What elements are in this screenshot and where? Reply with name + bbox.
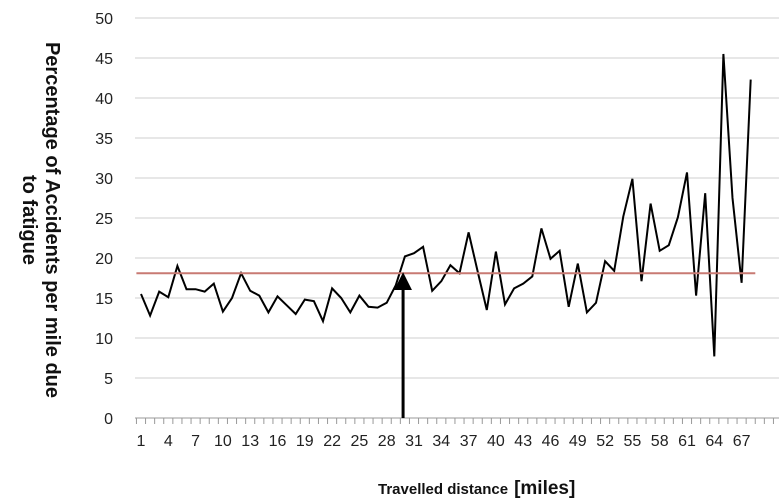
x-tick-label: 43 xyxy=(514,433,532,450)
x-tick-label: 28 xyxy=(378,433,396,450)
x-tick-label: 64 xyxy=(705,433,723,450)
y-axis-label-line-1: Percentage of Accidents per mile due xyxy=(41,41,63,399)
x-tick-label: 25 xyxy=(351,433,369,450)
y-tick-label: 35 xyxy=(95,131,113,148)
x-tick-label: 58 xyxy=(651,433,669,450)
y-axis-tick-labels: 0 5 10 15 20 25 30 35 40 45 50 xyxy=(95,11,113,428)
series-group xyxy=(136,53,756,357)
y-axis-label-wrap: Percentage of Accidents per mile due to … xyxy=(0,0,80,504)
x-tick-label: 1 xyxy=(137,433,146,450)
x-tick-label: 22 xyxy=(323,433,341,450)
x-axis-tick-labels: 1 4 7 10 13 16 19 22 25 28 31 34 37 40 43 46 49 52 55 58 61 6… xyxy=(137,433,751,450)
x-tick-label: 31 xyxy=(405,433,423,450)
x-tick-label: 49 xyxy=(569,433,587,450)
y-tick-label: 30 xyxy=(95,171,113,188)
y-tick-label: 5 xyxy=(104,371,113,388)
y-tick-label: 20 xyxy=(95,251,113,268)
x-tick-label: 13 xyxy=(241,433,259,450)
x-tick-label: 10 xyxy=(214,433,232,450)
x-axis xyxy=(135,417,779,424)
y-tick-label: 0 xyxy=(104,411,113,428)
y-tick-label: 50 xyxy=(95,11,113,28)
x-tick-label: 55 xyxy=(624,433,642,450)
x-tick-label: 40 xyxy=(487,433,505,450)
x-tick-label: 46 xyxy=(542,433,560,450)
y-axis-label-line-2: to fatigue xyxy=(18,175,40,265)
y-axis-label: Percentage of Accidents per mile due to … xyxy=(17,10,63,430)
x-tick-label: 34 xyxy=(432,433,450,450)
x-tick-label: 4 xyxy=(164,433,173,450)
x-tick-label: 67 xyxy=(733,433,751,450)
y-tick-label: 25 xyxy=(95,211,113,228)
y-tick-label: 45 xyxy=(95,51,113,68)
x-tick-label: 7 xyxy=(191,433,200,450)
x-tick-label: 37 xyxy=(460,433,478,450)
x-tick-label: 19 xyxy=(296,433,314,450)
y-tick-label: 15 xyxy=(95,291,113,308)
y-tick-label: 40 xyxy=(95,91,113,108)
x-tick-label: 16 xyxy=(269,433,287,450)
x-tick-label: 52 xyxy=(596,433,614,450)
x-axis-label: Travelled distance [miles] xyxy=(378,478,575,500)
x-axis-label-text: Travelled distance xyxy=(378,481,509,498)
x-tick-label: 61 xyxy=(678,433,696,450)
series-line-fatigue-accidents xyxy=(140,53,752,357)
gridlines xyxy=(135,17,779,379)
x-axis-label-unit: [miles] xyxy=(514,478,576,499)
y-tick-label: 10 xyxy=(95,331,113,348)
